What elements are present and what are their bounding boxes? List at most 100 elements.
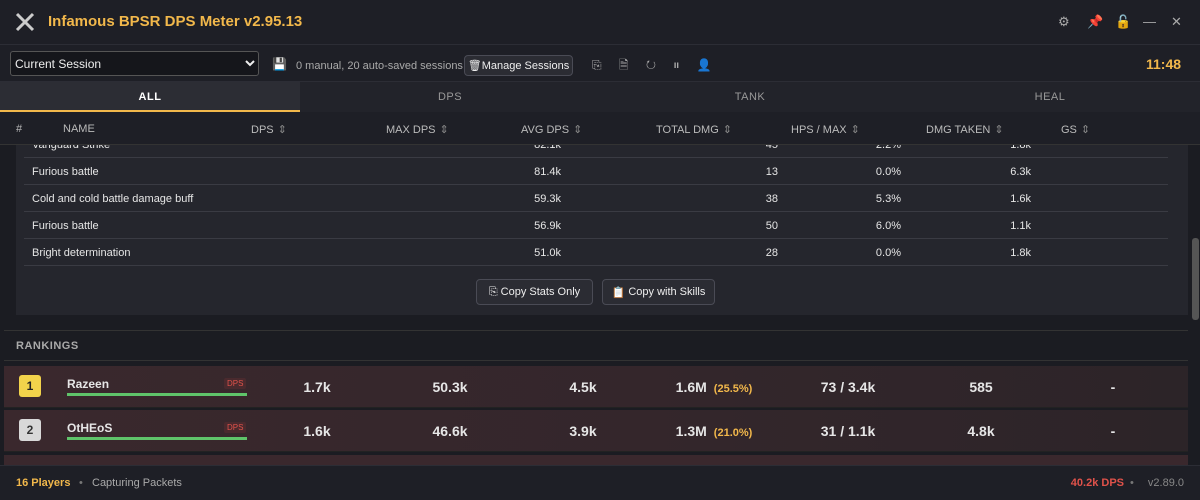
skill-stat: 1.8k <box>1010 145 1031 151</box>
total-dps: 40.2k DPS <box>1070 477 1124 489</box>
player-row-partial <box>4 455 1188 465</box>
player-stat: 1.7k <box>303 379 331 395</box>
lock-icon[interactable]: 🔓 <box>1115 14 1132 29</box>
skill-stat: 45 <box>765 145 778 151</box>
player-stat: 3.9k <box>569 423 597 439</box>
tab[interactable]: TANK <box>734 91 766 103</box>
separator-dot: • <box>79 477 83 489</box>
total-dmg: 1.6M <box>675 379 707 395</box>
column-header: # <box>16 123 22 135</box>
player-stat: 31 / 1.1k <box>820 423 876 439</box>
skill-stat: 38 <box>765 193 778 205</box>
status: Capturing Packets <box>92 477 182 489</box>
dmg-share: (25.5%) <box>713 383 753 395</box>
skill-name: Vanguard Strike <box>32 145 111 151</box>
player-stat: 73 / 3.4k <box>820 379 876 395</box>
column-header[interactable]: MAX DPS ⇕ <box>386 123 449 136</box>
skill-stat: 82.1k <box>534 145 561 151</box>
column-label: NAME <box>63 123 95 135</box>
scrollbar-thumb[interactable] <box>1192 238 1199 320</box>
button-icon: ⎘ <box>488 285 498 298</box>
skill-stat: 28 <box>765 247 778 259</box>
player-stat: 50.3k <box>432 379 468 395</box>
skill-stat: 1.1k <box>1010 220 1031 232</box>
skill-stat: 5.3% <box>875 193 901 205</box>
tab[interactable]: HEAL <box>1034 91 1066 103</box>
footer: 16 Players • Capturing Packets 40.2k DPS… <box>0 465 1200 500</box>
title-bar: Infamous BPSR DPS Meter v2.95.13 ⚙ 📌 🔓 —… <box>0 0 1200 44</box>
total-dmg: 1.3M <box>675 423 707 439</box>
button-label: Copy with Skills <box>628 286 706 298</box>
rank-badge: 1 <box>19 375 41 397</box>
column-header[interactable]: HPS / MAX ⇕ <box>791 123 860 136</box>
app-title: Infamous BPSR DPS Meter v2.95.13 <box>48 13 303 30</box>
dmg-share: (21.0%) <box>713 427 753 439</box>
divider <box>4 330 1188 331</box>
skill-stat: 13 <box>765 166 778 178</box>
manage-sessions-button[interactable]: 🗑 Manage Sessions <box>464 55 573 76</box>
column-label: GS <box>1061 124 1077 136</box>
skill-stat: 50 <box>765 220 778 232</box>
button-label: Manage Sessions <box>481 59 570 72</box>
column-header[interactable]: AVG DPS ⇕ <box>521 123 582 136</box>
settings-icon[interactable]: ⚙ <box>1058 14 1070 29</box>
player-row[interactable]: 1 Razeen DPS 1.7k 50.3k 4.5k 73 / 3.4k 585 - 1.6M… <box>4 366 1188 408</box>
skill-stat: 81.4k <box>534 166 561 178</box>
skill-stat: 56.9k <box>534 220 561 232</box>
player-stat: 46.6k <box>432 423 468 439</box>
skill-stat: 1.6k <box>1010 193 1031 205</box>
column-header[interactable]: DPS ⇕ <box>251 123 287 136</box>
tab[interactable]: ALL <box>0 82 300 112</box>
sort-icon: ⇕ <box>439 124 449 136</box>
skill-stat: 59.3k <box>534 193 561 205</box>
skill-name: Furious battle <box>32 220 99 232</box>
role-tag: DPS <box>224 378 247 389</box>
player-row[interactable]: 2 OtHEoS DPS 1.6k 46.6k 3.9k 31 / 1.1k 4.8k - 1.3… <box>4 410 1188 452</box>
sessions-info: 0 manual, 20 auto-saved sessions <box>296 60 463 72</box>
column-header[interactable]: DMG TAKEN ⇕ <box>926 123 1004 136</box>
skill-stat: 0.0% <box>875 166 901 178</box>
player-stat: - <box>1110 423 1116 439</box>
toolbar-icons[interactable]: ⎘ 🗎 ↻ ⏸ 👤 <box>592 58 712 72</box>
table-header: # NAME DPS ⇕ MAX DPS ⇕ AVG DPS ⇕ TOTAL DMG ⇕ HPS /… <box>0 112 1200 145</box>
version: v2.89.0 <box>1147 477 1184 489</box>
rank-badge: 2 <box>19 419 41 441</box>
tab[interactable]: DPS <box>437 91 463 103</box>
clock: 11:48 <box>1146 56 1182 72</box>
player-stat: 4.8k <box>967 423 995 439</box>
skill-stat: 6.0% <box>875 220 901 232</box>
column-label: HPS / MAX <box>791 124 847 136</box>
copy-button[interactable]: 📋 Copy with Skills <box>602 279 715 305</box>
column-header[interactable]: TOTAL DMG ⇕ <box>656 123 732 136</box>
skill-name: Furious battle <box>32 166 99 178</box>
pin-icon[interactable]: 📌 <box>1087 14 1104 29</box>
column-label: # <box>16 123 23 135</box>
button-icon: 📋 <box>611 286 626 299</box>
tabs: ALL DPS TANK HEAL <box>0 82 1200 112</box>
player-count: 16 Players <box>16 477 71 489</box>
column-header[interactable]: GS ⇕ <box>1061 123 1090 136</box>
session-select[interactable]: Current Session <box>10 51 259 76</box>
skill-stat: 2.2% <box>875 145 901 151</box>
sort-icon: ⇕ <box>994 124 1004 136</box>
player-total-dmg: 1.6M (25.5%) <box>676 379 753 395</box>
sort-icon: ⇕ <box>573 124 583 136</box>
save-icon[interactable]: 💾 <box>272 57 287 71</box>
column-label: DPS <box>251 124 274 136</box>
sort-icon: ⇕ <box>1080 124 1091 136</box>
player-name: Razeen <box>67 377 110 391</box>
rankings-title: RANKINGS <box>16 340 79 352</box>
divider <box>4 360 1188 361</box>
close-icon[interactable]: ✕ <box>1171 14 1182 29</box>
minimize-icon[interactable]: — <box>1143 14 1156 29</box>
skill-row: Bright determination 51.0k 28 0.0% 1.8k <box>24 239 1168 266</box>
sort-icon: ⇕ <box>277 124 287 136</box>
copy-button[interactable]: ⎘ Copy Stats Only <box>476 279 593 305</box>
column-label: DMG TAKEN <box>926 124 991 136</box>
player-stat: 585 <box>969 379 993 395</box>
role-tag: DPS <box>224 422 247 433</box>
player-total-dmg: 1.3M (21.0%) <box>676 423 753 439</box>
dps-bar <box>67 437 247 440</box>
skill-stat: 6.3k <box>1010 166 1031 178</box>
